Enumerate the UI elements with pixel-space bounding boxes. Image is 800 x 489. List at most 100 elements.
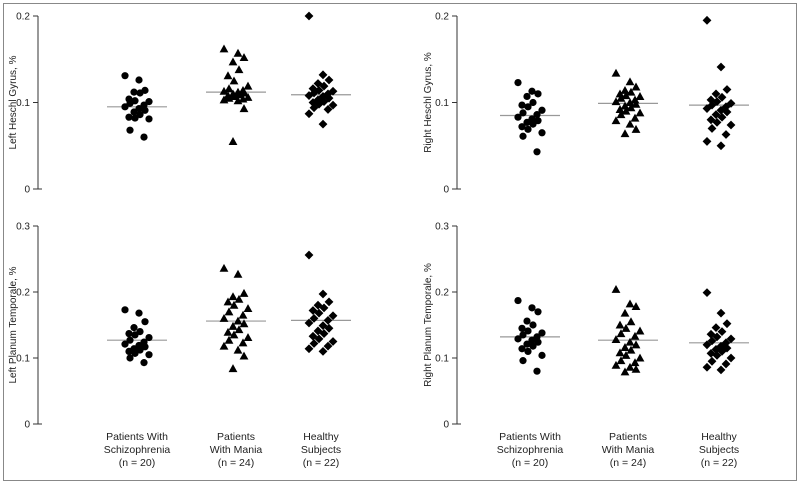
data-point	[228, 57, 238, 66]
data-point	[130, 324, 138, 332]
data-point	[233, 48, 243, 57]
data-point	[224, 307, 234, 316]
y-tick-label: 0.1	[435, 354, 449, 365]
data-point	[722, 107, 732, 117]
data-point	[630, 113, 640, 122]
y-tick-label: 0.2	[16, 288, 30, 299]
data-point	[323, 105, 333, 114]
y-tick-label: 0.1	[16, 354, 30, 365]
data-point	[239, 288, 249, 297]
data-point	[130, 108, 138, 116]
data-point	[135, 76, 143, 84]
x-category-label: Subjects	[699, 444, 739, 456]
data-point	[141, 318, 149, 326]
panel-2: 0 0.1 0.2 Right Heschl Gyrus, %	[423, 12, 749, 196]
y-tick-label: 0	[24, 420, 30, 431]
data-point	[726, 120, 736, 130]
data-point	[135, 309, 143, 317]
data-point	[233, 96, 243, 105]
data-point	[126, 336, 134, 344]
data-point	[126, 354, 134, 362]
data-point	[145, 115, 153, 123]
data-point	[702, 104, 712, 113]
data-point	[519, 109, 527, 117]
x-category-label: Healthy	[701, 431, 737, 443]
x-category-label: Subjects	[301, 444, 341, 456]
data-point	[702, 137, 712, 146]
x-category-label: (n = 20)	[512, 457, 548, 469]
x-category-label: With Mania	[210, 444, 263, 456]
data-point	[319, 97, 329, 107]
y-axis-label: Left Heschl Gyrus, %	[8, 55, 19, 149]
data-point	[238, 310, 248, 319]
data-point	[324, 297, 334, 307]
data-point	[712, 97, 722, 107]
data-point	[219, 95, 229, 104]
data-point	[716, 62, 726, 72]
y-axis-label: Right Planum Temporale, %	[423, 263, 434, 387]
data-point	[538, 129, 546, 137]
series-triangle	[206, 44, 266, 145]
data-point	[519, 132, 527, 140]
y-tick-label: 0	[24, 185, 30, 196]
data-point	[239, 319, 249, 328]
data-point	[702, 15, 712, 25]
y-tick-label: 0	[443, 420, 449, 431]
data-point	[716, 141, 726, 151]
data-point	[309, 88, 319, 98]
data-point	[716, 365, 726, 375]
data-point	[228, 137, 238, 145]
data-point	[712, 350, 722, 360]
data-point	[304, 109, 314, 119]
series-circle	[107, 306, 167, 367]
data-point	[233, 316, 243, 325]
x-category-label: Schizophrenia	[104, 444, 171, 456]
y-tick-label: 0.1	[16, 98, 30, 109]
data-point	[318, 92, 328, 101]
data-point	[534, 338, 542, 346]
data-point	[615, 320, 625, 329]
data-point	[238, 94, 248, 103]
y-tick-label: 0.1	[435, 98, 449, 109]
data-point	[616, 329, 626, 338]
series-circle	[500, 296, 560, 375]
data-point	[219, 341, 229, 350]
series-triangle	[598, 68, 658, 138]
data-point	[309, 103, 319, 113]
data-point	[611, 68, 621, 77]
data-point	[717, 92, 727, 102]
data-point	[514, 335, 522, 343]
x-category-label: Healthy	[303, 431, 339, 443]
data-point	[229, 76, 239, 85]
data-point	[716, 341, 726, 351]
data-point	[711, 323, 721, 333]
data-point	[615, 89, 625, 98]
data-point	[721, 359, 731, 369]
x-category-label: With Mania	[602, 444, 655, 456]
y-axis-label: Right Heschl Gyrus, %	[423, 52, 434, 153]
data-point	[630, 358, 640, 367]
series-diamond	[291, 250, 351, 356]
panel-4: 0 0.1 0.2 0.3 Right Planum Temporale, %	[423, 222, 749, 431]
data-point	[611, 284, 621, 293]
data-point	[524, 327, 532, 335]
data-point	[219, 263, 229, 272]
data-point	[234, 90, 244, 99]
data-point	[130, 88, 138, 96]
data-point	[121, 103, 129, 111]
data-point	[140, 359, 148, 367]
data-point	[620, 367, 630, 376]
series-diamond	[291, 11, 351, 129]
data-point	[621, 91, 631, 100]
data-point	[233, 269, 243, 278]
data-point	[702, 362, 712, 372]
data-point	[620, 308, 630, 317]
x-category-label: Patients	[217, 431, 255, 443]
data-point	[534, 117, 542, 125]
data-point	[524, 103, 532, 111]
data-point	[131, 331, 139, 339]
data-point	[318, 289, 328, 299]
data-point	[721, 102, 731, 112]
data-point	[620, 101, 630, 110]
data-point	[141, 106, 149, 114]
